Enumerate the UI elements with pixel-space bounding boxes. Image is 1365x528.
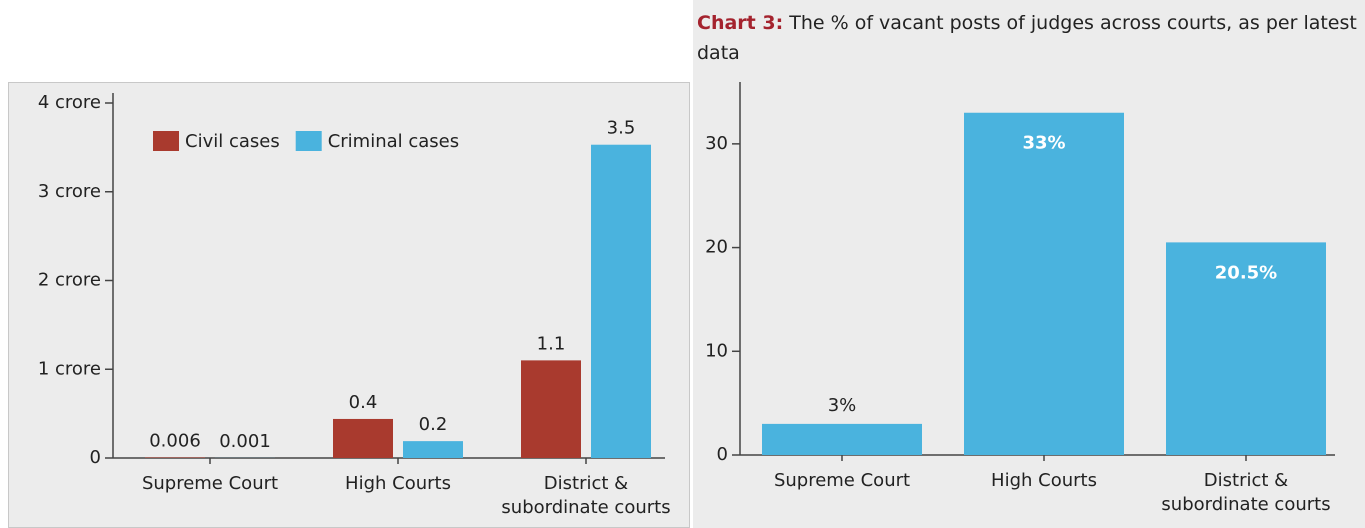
- legend-swatch: [295, 131, 322, 151]
- x-tick-label: Supreme Court: [141, 473, 279, 494]
- value-label: 20.5%: [1215, 262, 1277, 283]
- bar: [403, 441, 463, 458]
- bar: [1166, 242, 1326, 455]
- chart-title: Chart 3: The % of vacant posts of judges…: [697, 8, 1357, 68]
- value-label: 0.4: [349, 392, 378, 413]
- bar: [591, 144, 651, 458]
- y-tick-label: 0: [90, 447, 101, 468]
- x-tick-label: District & subordinate courts: [1161, 470, 1331, 515]
- value-label: 0.2: [419, 414, 448, 435]
- y-tick-label: 4 crore: [38, 92, 101, 113]
- y-tick-label: 1 crore: [38, 358, 101, 379]
- legend-label: Civil cases: [185, 131, 280, 152]
- x-tick-label: District & subordinate courts: [501, 473, 671, 518]
- y-tick-label: 10: [705, 340, 728, 361]
- title-label: Chart 3:: [697, 12, 784, 34]
- x-tick-label: High Courts: [991, 470, 1097, 491]
- y-tick-label: 30: [705, 133, 728, 154]
- value-label: 3%: [828, 395, 857, 416]
- bar: [333, 418, 393, 458]
- title-text: The % of vacant posts of judges across c…: [697, 12, 1357, 64]
- bar: [145, 457, 205, 458]
- y-tick-label: 20: [705, 237, 728, 258]
- bar: [521, 360, 581, 458]
- y-tick-label: 3 crore: [38, 181, 101, 202]
- value-label: 0.006: [149, 430, 201, 451]
- y-tick-label: 2 crore: [38, 270, 101, 291]
- value-label: 3.5: [607, 118, 636, 139]
- x-tick-label: Supreme Court: [773, 470, 911, 491]
- legend-label: Criminal cases: [328, 131, 459, 152]
- value-label: 0.001: [219, 431, 271, 452]
- legend-swatch: [153, 131, 179, 151]
- value-label: 1.1: [537, 333, 566, 354]
- y-tick-label: 0: [717, 444, 728, 465]
- bar: [964, 112, 1124, 455]
- bar: [762, 423, 922, 455]
- value-label: 33%: [1022, 133, 1065, 154]
- x-tick-label: High Courts: [345, 473, 451, 494]
